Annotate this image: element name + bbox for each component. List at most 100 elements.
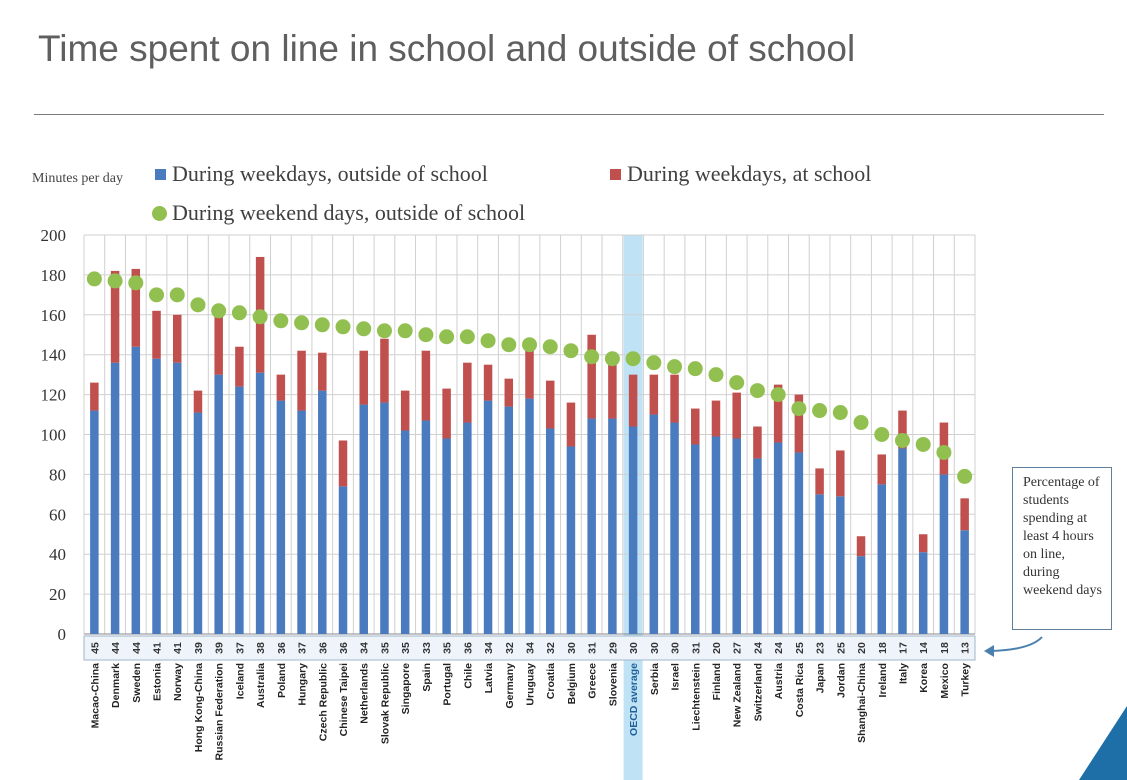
x-tick-label: Germany <box>504 663 516 709</box>
point-weekend <box>128 275 144 291</box>
percent-label: 20 <box>856 642 868 654</box>
bar-weekday-outside <box>359 404 368 634</box>
percent-label: 13 <box>960 642 972 654</box>
bar-weekday-school <box>587 334 596 419</box>
point-weekend <box>149 287 165 303</box>
point-weekend <box>729 375 745 391</box>
bar-weekday-outside <box>877 484 887 634</box>
percent-label: 37 <box>297 642 309 654</box>
y-tick-label: 20 <box>49 585 66 604</box>
corner-decoration <box>1079 706 1127 780</box>
percent-label: 29 <box>607 642 619 654</box>
y-tick-label: 140 <box>41 346 67 365</box>
point-weekend <box>584 349 600 365</box>
x-tick-label: Slovenia <box>607 663 619 706</box>
point-weekend <box>294 315 310 331</box>
x-tick-label: Hong Kong-China <box>193 663 205 752</box>
point-weekend <box>853 415 869 431</box>
percent-label: 34 <box>525 642 537 654</box>
bar-weekday-outside <box>711 436 721 634</box>
bar-weekday-school <box>338 440 348 487</box>
legend-item-weekend: During weekend days, outside of school <box>152 200 525 226</box>
annotation-arrow <box>989 636 1043 652</box>
point-weekend <box>86 271 102 287</box>
point-weekend <box>418 327 434 343</box>
bar-weekday-school <box>794 394 804 453</box>
bar-weekday-school <box>152 310 161 359</box>
x-tick-label: OECD average <box>628 663 640 736</box>
bar-weekday-outside <box>276 400 286 634</box>
y-tick-label: 100 <box>41 426 67 445</box>
y-tick-label: 200 <box>41 226 67 245</box>
x-tick-label: New Zealand <box>732 663 744 727</box>
x-tick-label: Singapore <box>400 663 412 715</box>
percent-label: 20 <box>711 642 723 654</box>
bar-weekday-outside <box>255 372 265 634</box>
percent-label: 18 <box>939 642 951 654</box>
bar-weekday-outside <box>193 412 203 634</box>
page-title: Time spent on line in school and outside… <box>38 28 856 69</box>
bar-weekday-school <box>732 392 741 439</box>
x-tick-label: Uruguay <box>525 663 537 706</box>
x-tick-label: Serbia <box>649 663 661 695</box>
point-weekend <box>832 405 848 421</box>
percent-label: 35 <box>379 642 391 654</box>
bar-weekday-outside <box>815 494 824 634</box>
bar-weekday-school <box>691 408 700 445</box>
percent-label: 24 <box>773 642 785 654</box>
percent-label: 24 <box>752 642 764 654</box>
x-tick-label: Shanghai-China <box>856 663 868 743</box>
bar-weekday-school <box>297 350 306 411</box>
bar-weekday-school <box>380 338 389 403</box>
percent-label: 36 <box>462 642 474 654</box>
x-tick-label: Macao-China <box>89 663 101 729</box>
bar-weekday-outside <box>90 410 99 634</box>
bar-weekday-outside <box>400 430 410 634</box>
bar-weekday-school <box>318 352 327 391</box>
percent-label: 18 <box>877 642 889 654</box>
bar-weekday-school <box>753 426 762 459</box>
bar-weekday-outside <box>525 398 534 634</box>
legend-label: During weekdays, at school <box>627 161 872 186</box>
legend-label: During weekdays, outside of school <box>172 161 488 186</box>
bar-weekday-school <box>856 536 866 557</box>
bar-weekday-school <box>711 400 721 437</box>
point-weekend <box>770 387 786 403</box>
bar-weekday-outside <box>856 556 866 634</box>
bar-weekday-school <box>172 314 182 363</box>
percent-label: 41 <box>152 642 164 654</box>
point-weekend <box>356 321 372 337</box>
bar-weekday-outside <box>691 444 700 634</box>
x-tick-label: Mexico <box>939 663 951 699</box>
percent-label: 27 <box>732 642 744 654</box>
percent-label: 25 <box>835 642 847 654</box>
annotation-box: Percentage of students spending at least… <box>1012 467 1112 630</box>
point-weekend <box>501 337 517 353</box>
point-weekend <box>687 361 703 377</box>
point-weekend <box>231 305 247 321</box>
percent-label: 39 <box>214 642 226 654</box>
x-tick-label: Austria <box>773 663 785 699</box>
bar-weekday-outside <box>960 530 969 634</box>
bar-weekday-school <box>960 498 969 531</box>
bar-weekday-school <box>442 388 451 439</box>
bar-weekday-school <box>649 374 659 415</box>
percent-label: 25 <box>794 642 806 654</box>
point-weekend <box>459 329 475 345</box>
y-tick-label: 160 <box>41 306 67 325</box>
x-tick-label: Costa Rica <box>794 663 806 717</box>
point-weekend <box>522 337 537 353</box>
point-weekend <box>211 303 227 319</box>
bar-weekday-outside <box>773 442 783 634</box>
y-axis-caption: Minutes per day <box>32 171 123 186</box>
bar-weekday-outside <box>483 400 493 634</box>
bar-weekday-school <box>525 350 534 399</box>
x-tick-label: Netherlands <box>359 663 371 724</box>
x-tick-label: Poland <box>276 663 288 698</box>
point-weekend <box>273 313 289 329</box>
point-weekend <box>791 401 807 417</box>
bar-weekday-outside <box>732 438 741 634</box>
x-tick-label: Sweden <box>131 663 143 703</box>
bar-weekday-school <box>483 364 493 401</box>
bar-weekday-school <box>193 390 203 413</box>
